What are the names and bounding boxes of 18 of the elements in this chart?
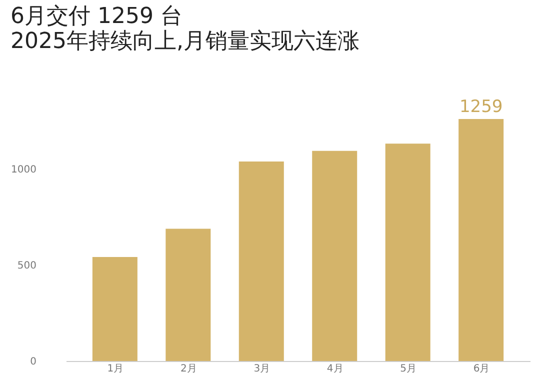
chart-title: 6月交付 1259 台 <box>10 4 183 29</box>
x-tick-label: 1月 <box>107 364 124 374</box>
bar <box>238 161 284 361</box>
x-tick-label: 6月 <box>473 364 490 374</box>
x-tick-label: 5月 <box>400 364 417 374</box>
x-tick-label: 2月 <box>180 364 197 374</box>
y-tick-label: 0 <box>30 356 36 368</box>
y-tick-label: 1000 <box>11 164 36 176</box>
y-tick-label: 500 <box>17 260 36 272</box>
bar <box>92 257 138 361</box>
bar <box>166 228 211 361</box>
bar <box>385 144 430 361</box>
x-tick-label: 4月 <box>326 364 344 374</box>
bar <box>458 119 504 361</box>
x-tick-label: 3月 <box>254 364 270 374</box>
chart-subtitle: 2025年持续向上,月销量实现六连涨 <box>10 29 360 54</box>
bar <box>312 150 358 361</box>
data-label: 1259 <box>459 97 503 117</box>
